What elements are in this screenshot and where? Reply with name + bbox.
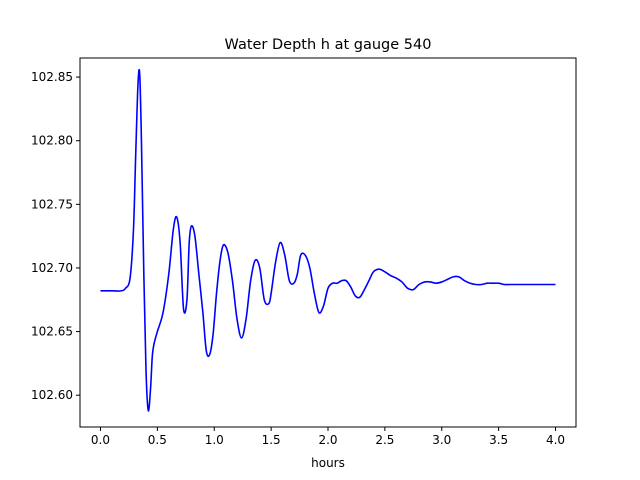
- chart-title: Water Depth h at gauge 540: [225, 37, 432, 53]
- x-tick-label: 3.5: [489, 433, 508, 447]
- y-tick-label: 102.65: [31, 325, 73, 339]
- y-tick-label: 102.60: [31, 388, 73, 402]
- y-tick-label: 102.70: [31, 261, 73, 275]
- y-tick-label: 102.80: [31, 134, 73, 148]
- x-tick-label: 4.0: [546, 433, 565, 447]
- plot-frame: [79, 57, 577, 428]
- y-tick-label: 102.75: [31, 197, 73, 211]
- x-tick-label: 3.0: [432, 433, 451, 447]
- x-tick-label: 0.0: [91, 433, 110, 447]
- x-tick-label: 2.0: [318, 433, 337, 447]
- y-tick-label: 102.85: [31, 70, 73, 84]
- series-line: [100, 68, 556, 412]
- plot-layer: [100, 68, 556, 412]
- x-tick-label: 0.5: [148, 433, 167, 447]
- x-tick-label: 1.5: [262, 433, 281, 447]
- x-axis-label: hours: [311, 456, 345, 470]
- x-tick-label: 1.0: [205, 433, 224, 447]
- ticks-layer: 0.0 0.5 1.0 1.5 2.0 2.5 3.0 3.5 4.0 102.60 102.65 1…: [31, 70, 565, 447]
- x-tick-label: 2.5: [375, 433, 394, 447]
